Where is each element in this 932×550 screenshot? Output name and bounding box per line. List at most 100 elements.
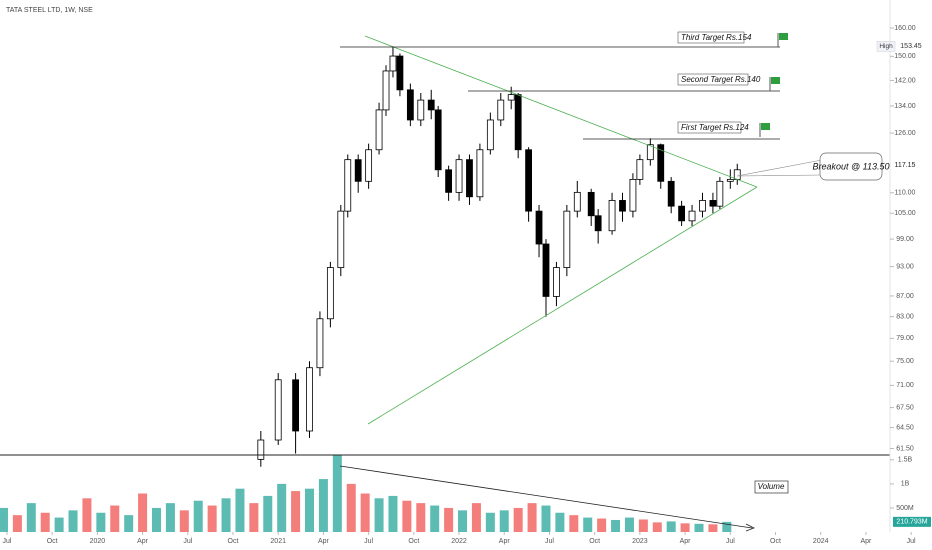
candle-body (274, 379, 282, 441)
y-tick-label: 99.00 (896, 236, 914, 243)
y-tick-label: 142.00 (894, 77, 916, 84)
candle-body (608, 200, 616, 232)
volume-bar (221, 498, 231, 532)
y-tick-label: 67.50 (896, 404, 914, 411)
volume-bar (193, 500, 203, 532)
x-tick-label: Apr (680, 538, 692, 545)
volume-tick-label: 1B (901, 481, 910, 488)
volume-bar (0, 507, 8, 532)
volume-bar (638, 519, 648, 532)
x-tick-label: 2021 (270, 538, 286, 545)
candle-body (344, 159, 352, 212)
candle-body (573, 191, 581, 212)
volume-bar (485, 512, 495, 532)
candle-body (417, 99, 425, 121)
candle-body (587, 191, 595, 217)
x-tick-label: Oct (589, 538, 600, 545)
arrow-head (745, 523, 755, 532)
volume-tick-label: 1.5B (898, 457, 913, 464)
x-tick-label: Oct (47, 538, 58, 545)
candle-body (292, 379, 299, 432)
volume-bar (291, 491, 301, 532)
volume-bar (513, 507, 523, 532)
candle-body (455, 159, 463, 193)
volume-bar (68, 510, 78, 532)
candle-body (337, 210, 345, 268)
x-tick-label: Jul (726, 538, 735, 545)
y-tick-label: 150.00 (894, 53, 916, 60)
triangle-lower (367, 186, 758, 425)
candle-body (553, 267, 560, 297)
volume-bar (263, 495, 273, 532)
volume-bar (346, 483, 356, 532)
candle-body (646, 144, 654, 161)
x-tick-label: 2024 (813, 538, 829, 545)
x-tick-label: Apr (499, 538, 511, 545)
x-tick-label: 2022 (451, 538, 467, 545)
volume-bar (249, 503, 259, 532)
candle-body (636, 159, 644, 180)
candle-body (678, 205, 686, 222)
x-tick-label: Jul (545, 538, 554, 545)
callout-pointer (736, 159, 823, 177)
callout-text: Breakout @ 113.50 (812, 161, 889, 171)
triangle-upper (364, 35, 758, 188)
candle-body (688, 210, 696, 222)
annotation-box (677, 121, 742, 134)
volume-bar (207, 505, 217, 532)
candle-body (486, 119, 494, 151)
candle-body (709, 200, 717, 207)
x-tick-label: Jul (183, 538, 192, 545)
volume-bar (583, 517, 593, 532)
callout-box (819, 152, 883, 181)
candle-body (619, 200, 626, 212)
candle-body (365, 149, 373, 182)
y-tick-label: 134.00 (894, 103, 916, 110)
volume-bar (708, 524, 718, 532)
flag (759, 123, 770, 137)
volume-bar (624, 517, 634, 532)
candle-body (396, 55, 404, 91)
candle-body (316, 318, 324, 369)
y-tick-label: 160.00 (894, 25, 916, 32)
candle-body (406, 89, 414, 121)
candle-body (382, 70, 390, 111)
volume-bar (652, 522, 662, 532)
y-tick-label: 110.00 (895, 190, 916, 197)
volume-tick-label: 500M (896, 505, 914, 512)
candle-body (306, 367, 313, 432)
annotation-box (677, 31, 745, 44)
candle-body (257, 439, 265, 460)
volume-bar (611, 519, 621, 532)
volume-bar (305, 488, 315, 532)
volume-bar (430, 505, 440, 532)
x-tick-label: Oct (228, 538, 239, 545)
flag (769, 77, 780, 91)
volume-bar (318, 479, 328, 532)
y-tick-label: 79.00 (896, 335, 914, 342)
volume-bar (458, 510, 468, 532)
volume-bar (82, 498, 92, 532)
volume-trendline (339, 465, 753, 529)
candle-body (514, 94, 522, 151)
volume-bar (332, 455, 342, 532)
x-tick-label: Jul (907, 538, 916, 545)
x-tick-label: Jul (2, 538, 11, 545)
x-tick-label: Jul (364, 538, 373, 545)
candle-body (657, 144, 665, 182)
volume-bar (360, 493, 370, 532)
volume-bar (527, 503, 537, 532)
annotation: Third Target Rs.154 (681, 33, 752, 42)
candle-body (326, 267, 334, 320)
annotation-box (677, 73, 749, 86)
last-volume-badge (893, 516, 931, 527)
volume-bar (110, 505, 120, 532)
candle-body (427, 99, 435, 111)
volume-bar (165, 503, 175, 532)
candle-body (497, 99, 505, 121)
volume-bar (235, 488, 245, 532)
candle-body (733, 169, 741, 180)
volume-bar (402, 500, 412, 532)
volume-bar (680, 523, 690, 532)
volume-bar (471, 503, 481, 532)
